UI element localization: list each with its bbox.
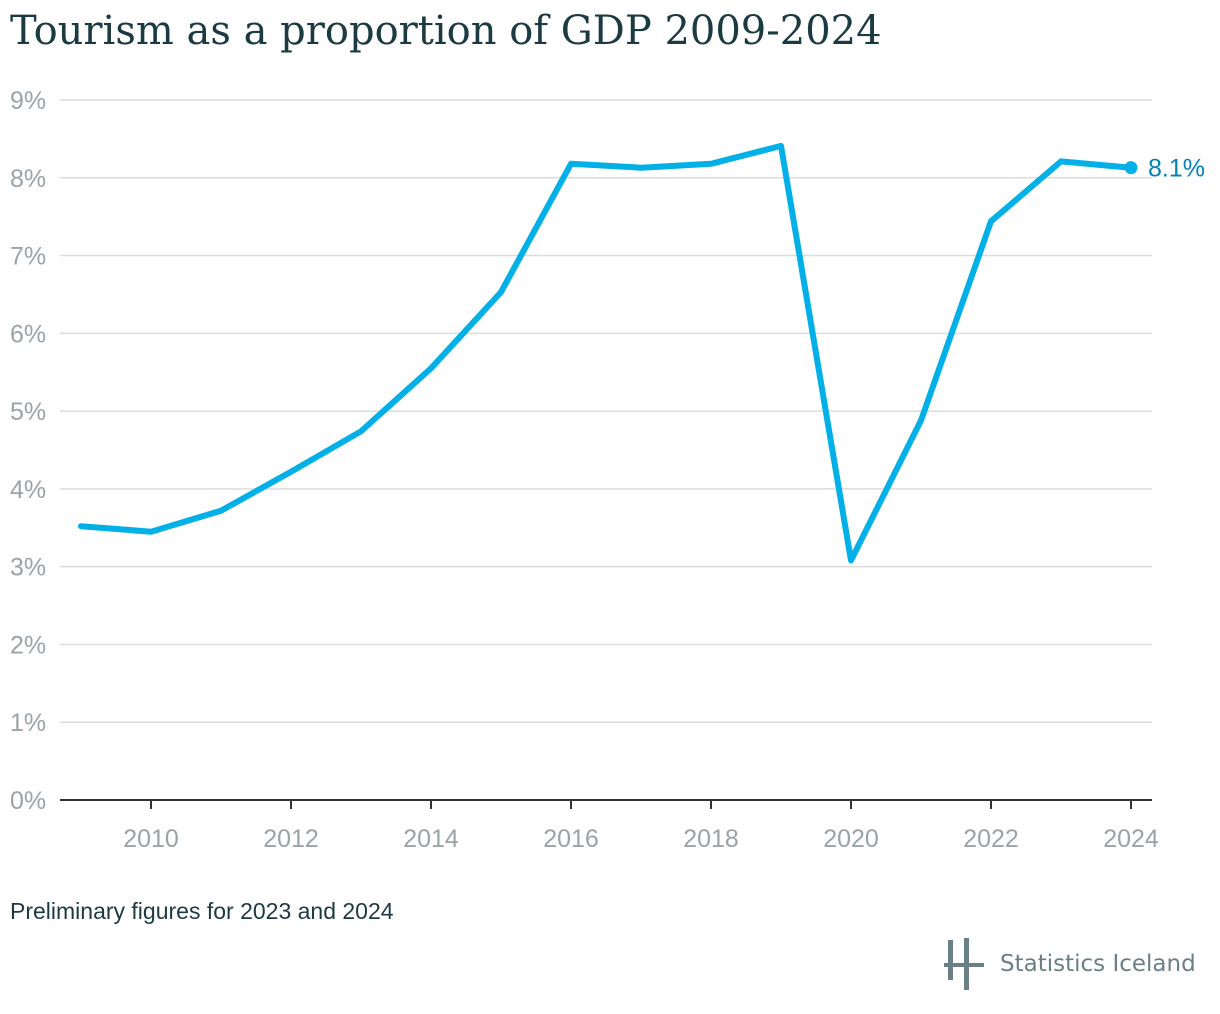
- hagstofa-logo-icon: [944, 938, 984, 990]
- y-axis: 0% 1% 2% 3% 4% 5% 6% 7% 8% 9%: [10, 87, 46, 815]
- statistics-iceland-logo[interactable]: Statistics Iceland: [942, 936, 1196, 992]
- x-tick-label: 2016: [543, 825, 599, 853]
- x-tick-label: 2014: [403, 825, 459, 853]
- y-tick-label: 8%: [10, 165, 46, 193]
- data-point[interactable]: [638, 165, 644, 171]
- chart-title: Tourism as a proportion of GDP 2009-2024: [10, 8, 882, 54]
- last-value-label: 8.1%: [1148, 155, 1205, 183]
- data-point[interactable]: [288, 469, 294, 475]
- data-point[interactable]: [1058, 158, 1064, 164]
- data-point[interactable]: [78, 523, 84, 529]
- y-tick-label: 3%: [10, 554, 46, 582]
- y-tick-label: 4%: [10, 476, 46, 504]
- data-point[interactable]: [428, 365, 434, 371]
- x-tick-label: 2012: [263, 825, 319, 853]
- data-point[interactable]: [708, 161, 714, 167]
- data-point[interactable]: [848, 557, 854, 563]
- y-tick-label: 0%: [10, 787, 46, 815]
- y-tick-label: 6%: [10, 320, 46, 348]
- footnote: Preliminary figures for 2023 and 2024: [10, 898, 394, 924]
- data-point[interactable]: [988, 218, 994, 224]
- y-tick-label: 2%: [10, 631, 46, 659]
- data-point[interactable]: [148, 529, 154, 535]
- series: 8.1%: [78, 142, 1205, 564]
- x-axis: 2010 2012 2014 2016 2018 2020 2022 2024: [60, 799, 1159, 853]
- y-tick-label: 7%: [10, 243, 46, 271]
- y-tick-label: 1%: [10, 709, 46, 737]
- data-point[interactable]: [918, 417, 924, 423]
- x-tick-label: 2022: [963, 825, 1019, 853]
- data-point[interactable]: [778, 143, 784, 149]
- brand-name: Statistics Iceland: [1000, 951, 1196, 977]
- x-tick-label: 2018: [683, 825, 739, 853]
- y-tick-label: 9%: [10, 87, 46, 115]
- line-chart: 0%1%2%3%4%5%6%7%8%9% 2010 2012 2014 2016 201…: [10, 87, 1205, 853]
- last-data-point[interactable]: [1124, 161, 1138, 175]
- data-point[interactable]: [568, 161, 574, 167]
- x-tick-label: 2024: [1103, 825, 1159, 853]
- data-point[interactable]: [498, 289, 504, 295]
- gridlines: [60, 99, 1152, 723]
- x-tick-label: 2010: [123, 825, 179, 853]
- series-line: [78, 142, 1134, 564]
- data-point[interactable]: [358, 428, 364, 434]
- y-tick-label: 5%: [10, 398, 46, 426]
- data-point[interactable]: [218, 508, 224, 514]
- x-tick-label: 2020: [823, 825, 879, 853]
